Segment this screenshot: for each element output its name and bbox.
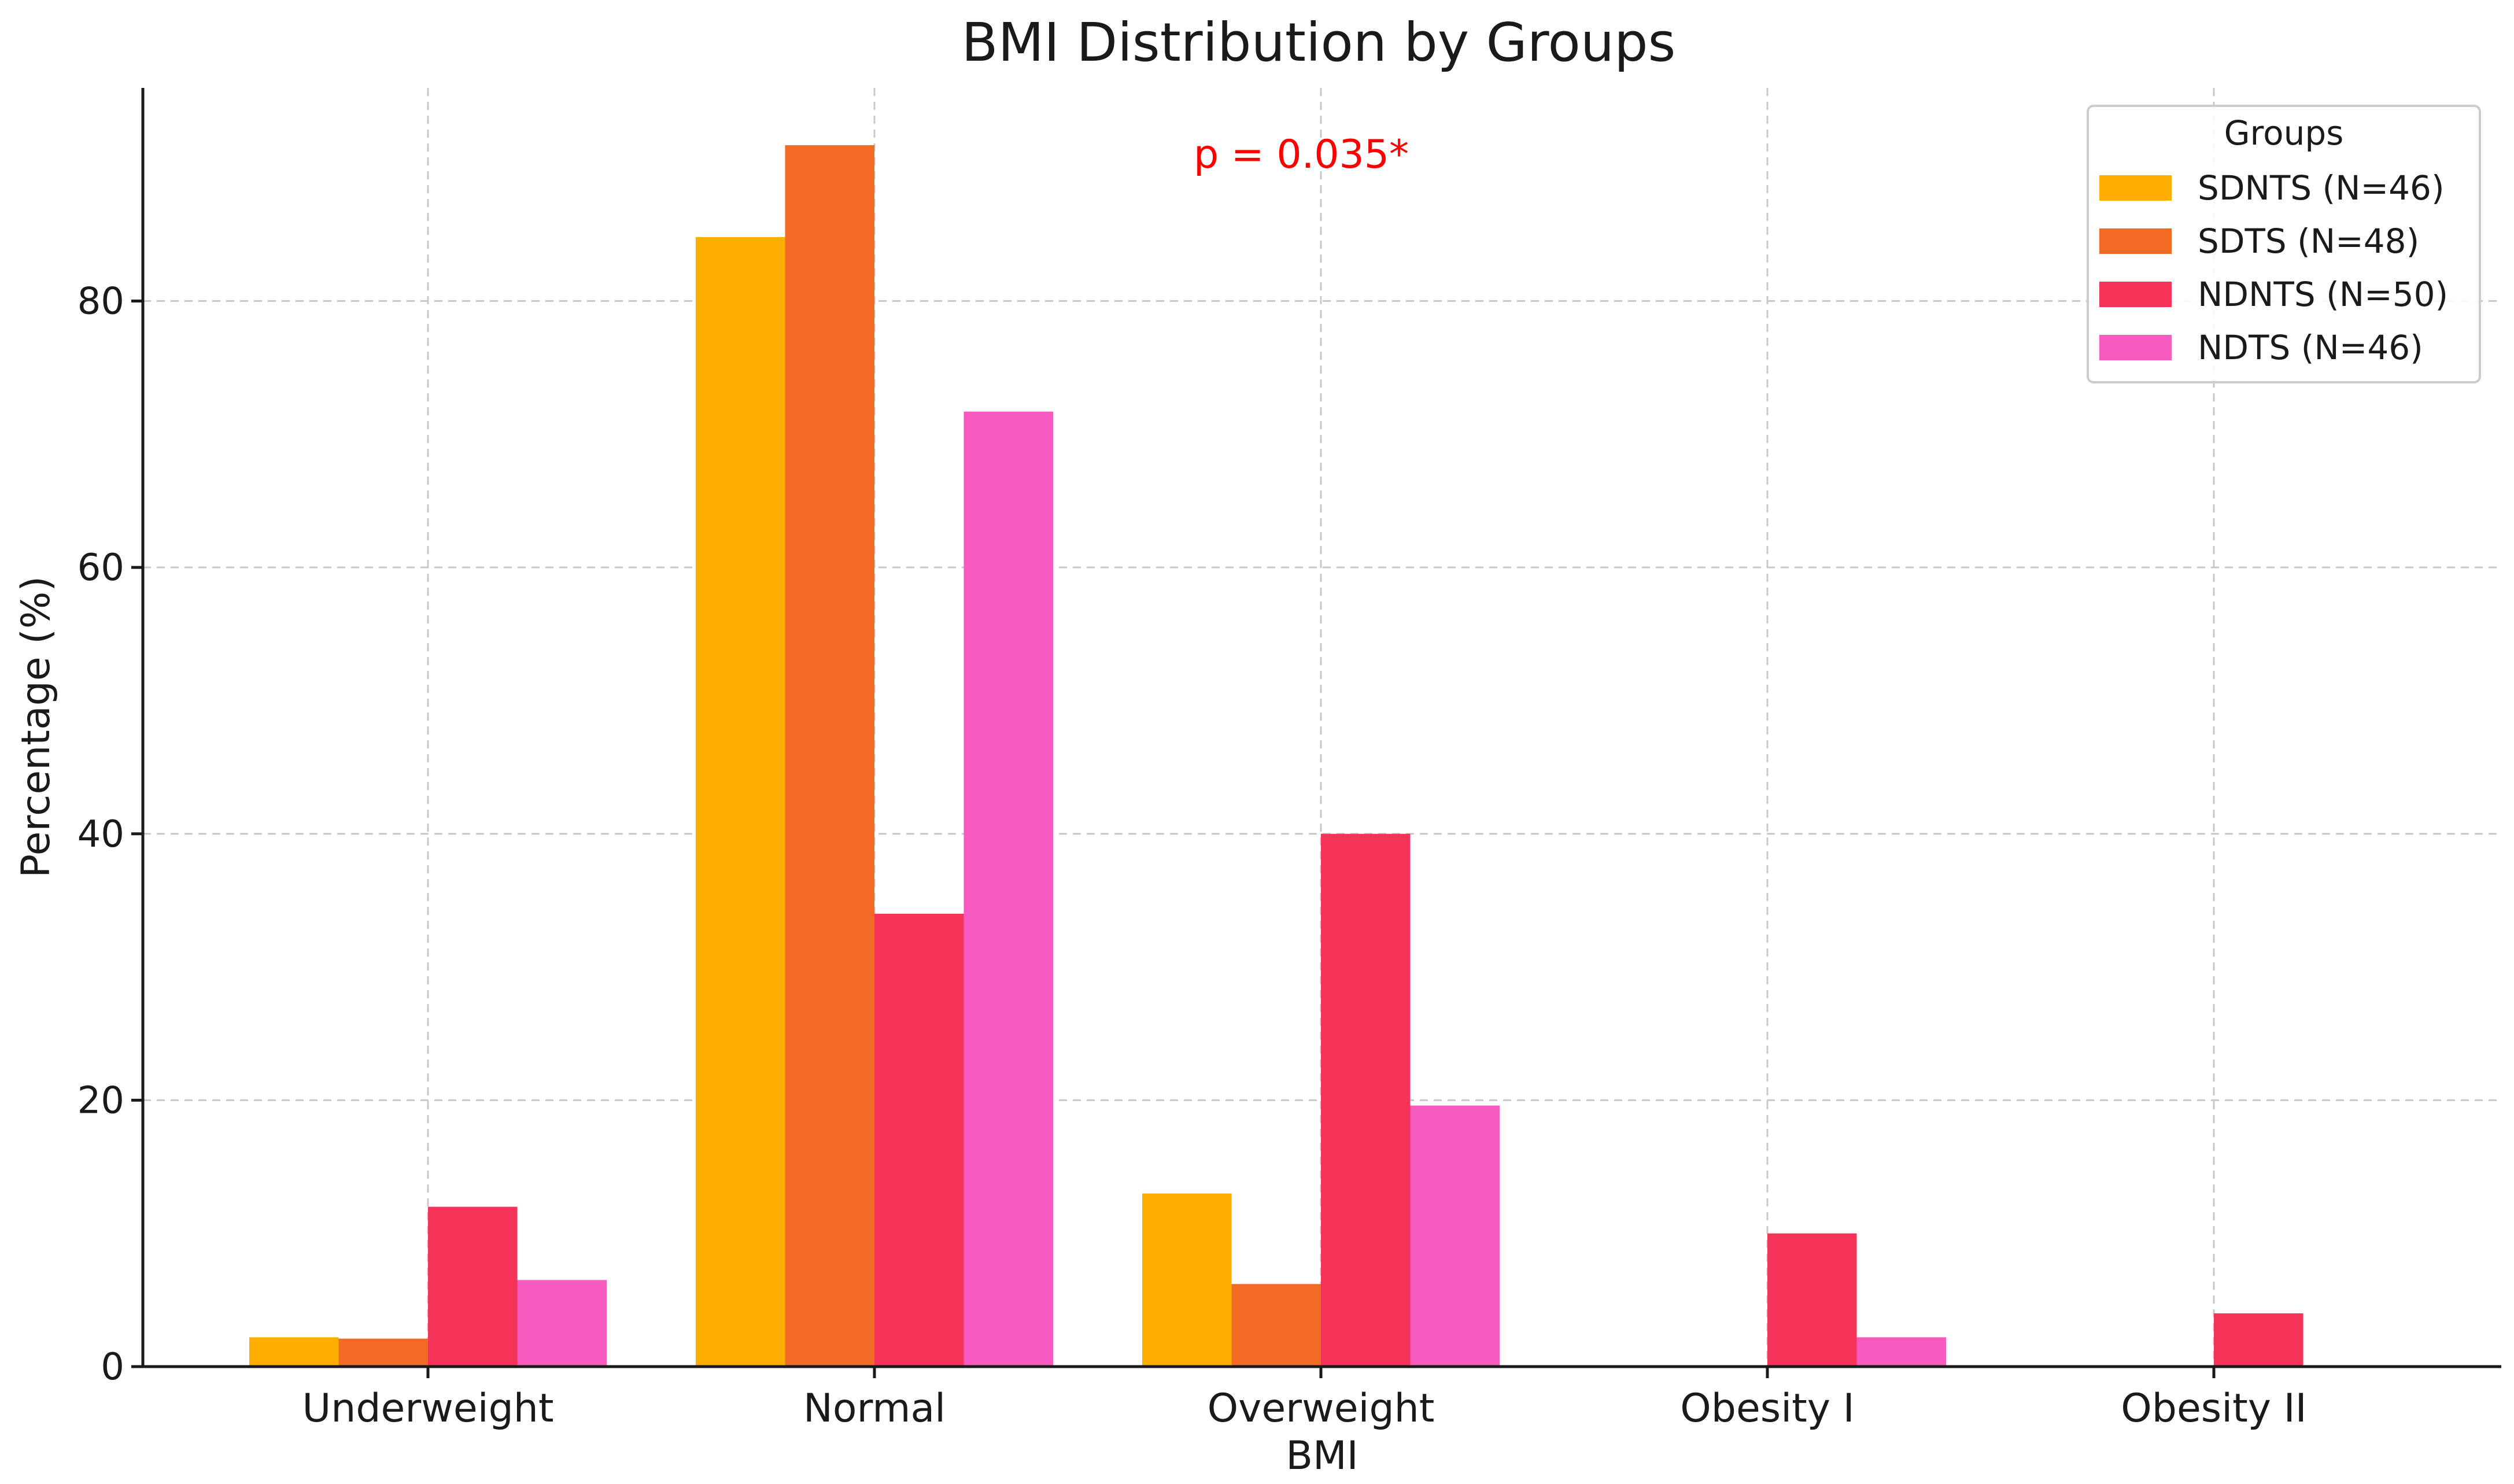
y-axis-label: Percentage (%) [13, 576, 59, 878]
bar [1767, 1233, 1857, 1367]
x-tick-label: Obesity I [1680, 1386, 1854, 1431]
y-tick-label: 0 [101, 1346, 124, 1389]
y-tick-label: 60 [77, 547, 124, 589]
bar [428, 1206, 518, 1367]
legend-label: SDTS (N=48) [2198, 222, 2419, 261]
legend-box [2087, 105, 2481, 383]
p-value-annotation: p = 0.035* [1194, 132, 1409, 178]
x-tick-label: Obesity II [2121, 1386, 2306, 1431]
bar [963, 411, 1053, 1367]
bar [249, 1337, 339, 1367]
bar [1321, 833, 1411, 1367]
legend-label: NDNTS (N=50) [2198, 275, 2448, 314]
bar [517, 1280, 607, 1367]
y-ticks: 0 20 40 60 80 [77, 280, 143, 1389]
legend-swatch [2099, 175, 2172, 201]
x-axis-label: BMI [1286, 1433, 1358, 1479]
legend-label: NDTS (N=46) [2198, 328, 2423, 367]
x-tick-label: Overweight [1208, 1386, 1435, 1431]
legend-swatch [2099, 228, 2172, 254]
bar [1856, 1337, 1946, 1367]
bar [696, 237, 785, 1367]
bar [1231, 1284, 1321, 1367]
x-tick-label: Normal [803, 1386, 946, 1431]
legend-swatch [2099, 335, 2172, 360]
bars [249, 145, 2303, 1367]
bar [874, 913, 964, 1367]
legend-title: Groups [2224, 113, 2344, 153]
legend-items: SDNTS (N=46) SDTS (N=48) NDNTS (N=50) NDTS … [2099, 168, 2448, 367]
legend-label: SDNTS (N=46) [2198, 168, 2445, 208]
x-tick-label: Underweight [302, 1386, 553, 1431]
legend-swatch [2099, 282, 2172, 307]
y-tick-label: 80 [77, 280, 124, 323]
y-tick-label: 20 [77, 1079, 124, 1122]
bar [338, 1338, 428, 1367]
bar [785, 145, 874, 1367]
chart-title: BMI Distribution by Groups [962, 12, 1676, 73]
x-ticks: Underweight Normal Overweight Obesity I Obes… [302, 1367, 2307, 1431]
y-tick-label: 40 [77, 813, 124, 856]
bar [1410, 1105, 1500, 1367]
legend: Groups SDNTS (N=46) SDTS (N=48) NDNTS (N=5… [2087, 105, 2481, 383]
bar [2214, 1313, 2303, 1367]
bar [1142, 1193, 1232, 1367]
